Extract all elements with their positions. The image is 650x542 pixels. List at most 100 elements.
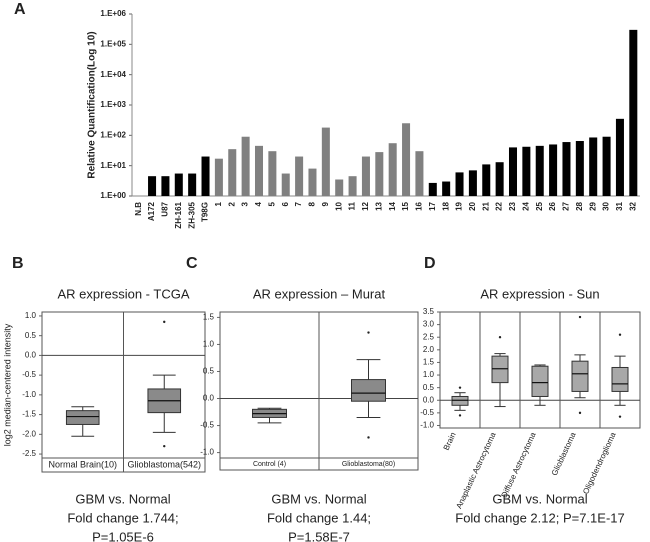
bar [348, 176, 357, 196]
outlier [367, 436, 370, 439]
x-tick-label: 16 [415, 201, 424, 210]
y-tick-label: 3.5 [423, 307, 435, 316]
y-tick-label: -1.0 [420, 421, 434, 430]
y-tick-label: -0.5 [22, 370, 36, 379]
outlier [578, 315, 582, 319]
x-tick-label: Oligodendroglioma [581, 430, 618, 495]
y-tick-label: 2.0 [423, 345, 435, 354]
x-tick-label: 29 [588, 201, 597, 210]
bar [589, 137, 598, 196]
bar [321, 127, 330, 196]
x-tick-label: 10 [334, 201, 343, 210]
bar [388, 143, 397, 196]
y-tick-label: 1.E+03 [100, 100, 126, 109]
y-tick-label: 3.0 [423, 320, 435, 329]
bar [174, 173, 183, 196]
box [491, 355, 509, 384]
x-tick-label: 21 [481, 201, 490, 210]
x-tick-label: T98G [201, 202, 210, 222]
y-tick-label: 1.5 [423, 358, 435, 367]
x-tick-label: 23 [508, 201, 517, 210]
y-tick-label: -2.5 [22, 449, 36, 458]
outlier [578, 411, 582, 415]
y-tick-label: 1.E+00 [100, 191, 126, 200]
y-axis-label: Relative Quantification(Log 10) [87, 31, 98, 178]
x-tick-label: Diffuse Astrocytoma [500, 430, 538, 499]
x-tick-label: 30 [602, 201, 611, 210]
x-tick-label: 8 [308, 201, 317, 206]
bar [602, 136, 611, 196]
bar [281, 173, 290, 196]
caption: P=1.05E-6 [92, 529, 154, 542]
y-tick-label: 1.0 [25, 311, 37, 320]
x-tick-label: 27 [562, 201, 571, 210]
caption: P=1.58E-7 [288, 529, 350, 542]
x-tick-label: 18 [441, 201, 450, 210]
bar [188, 173, 197, 196]
x-tick-label: 6 [281, 201, 290, 206]
bar [361, 156, 370, 196]
bar [482, 164, 491, 196]
outlier [458, 414, 462, 417]
bar [535, 145, 544, 196]
y-tick-label: 0.0 [203, 394, 215, 403]
y-tick-label: 1.0 [423, 370, 435, 379]
x-tick-label: 14 [388, 201, 397, 210]
x-tick-label: 1 [214, 201, 223, 206]
outlier [458, 386, 462, 389]
y-tick-label: 1.E+06 [100, 9, 126, 18]
y-tick-label: 0.5 [203, 367, 215, 376]
box [65, 410, 100, 425]
x-tick-label: Brain [442, 431, 458, 452]
y-tick-label: -0.5 [200, 421, 214, 430]
caption: GBM vs. Normal [75, 491, 170, 506]
bar [575, 141, 584, 196]
bar [615, 118, 624, 196]
bar [268, 151, 277, 196]
bar [228, 149, 237, 196]
chart-title: AR expression - Sun [480, 286, 599, 301]
box [571, 360, 589, 392]
x-tick-label: Normal Brain(10) [48, 459, 117, 469]
bar [161, 176, 170, 196]
bar [508, 147, 518, 196]
x-tick-label: 20 [468, 201, 477, 210]
bar [562, 142, 571, 196]
y-tick-label: 0.0 [25, 351, 37, 360]
bar [201, 156, 210, 196]
bar [254, 145, 264, 196]
x-tick-label: N.B [134, 202, 143, 216]
box [351, 379, 386, 402]
panel-letter: B [12, 255, 24, 272]
bar [295, 156, 304, 196]
chart-title: AR expression - TCGA [58, 286, 190, 301]
y-axis-label: log2 median-centered intensity [2, 323, 12, 446]
outlier [498, 336, 502, 339]
y-tick-label: 2.5 [423, 332, 435, 341]
outlier [618, 415, 622, 418]
x-tick-label: 12 [361, 201, 370, 210]
x-tick-label: 2 [227, 201, 236, 206]
chart-title: AR expression – Murat [253, 286, 386, 301]
caption: Fold change 1.44; [267, 510, 371, 525]
y-tick-label: -0.5 [420, 408, 434, 417]
outlier [163, 444, 166, 448]
bar [629, 29, 638, 196]
x-tick-label: A172 [147, 201, 156, 221]
bar [214, 158, 223, 196]
x-tick-label: Glioblastoma [550, 430, 578, 477]
x-tick-label: 9 [321, 201, 330, 206]
bar [428, 182, 437, 196]
panel-letter: C [186, 255, 198, 272]
x-tick-label: 15 [401, 201, 410, 210]
y-tick-label: 1.E+01 [100, 161, 126, 170]
y-tick-label: 1.E+04 [100, 70, 126, 79]
x-tick-label: 22 [495, 201, 504, 210]
outlier [618, 333, 622, 336]
bar [468, 170, 477, 196]
bar [335, 179, 344, 196]
bar [308, 168, 317, 196]
y-tick-label: 1.E+02 [100, 130, 126, 139]
bar [455, 172, 464, 196]
x-tick-label: Control (4) [253, 461, 286, 468]
